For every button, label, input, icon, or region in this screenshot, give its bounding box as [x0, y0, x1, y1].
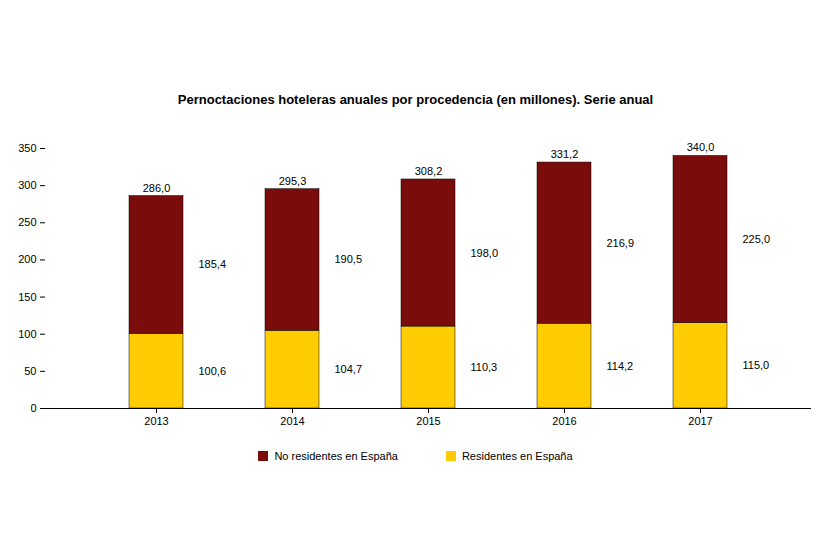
svg-text:250: 250	[18, 216, 36, 228]
svg-text:110,3: 110,3	[471, 361, 498, 373]
svg-text:295,3: 295,3	[279, 175, 307, 187]
svg-text:286,0: 286,0	[143, 182, 171, 194]
svg-text:350: 350	[18, 142, 36, 154]
html-text:Pernoctaciones hoteleras anual: Pernoctaciones hoteleras anuales por pro…	[177, 92, 654, 107]
svg-text:185,4: 185,4	[199, 258, 227, 270]
svg-text:115,0: 115,0	[743, 359, 770, 371]
svg-text:2016: 2016	[552, 415, 576, 427]
svg-text:200: 200	[18, 253, 36, 265]
svg-text:308,2: 308,2	[415, 165, 443, 177]
svg-text:150: 150	[18, 291, 36, 303]
svg-text:340,0: 340,0	[687, 141, 715, 153]
svg-text:50: 50	[24, 365, 36, 377]
html-text:Residentes en España: Residentes en España	[461, 450, 573, 462]
svg-text:2015: 2015	[416, 415, 440, 427]
svg-text:2013: 2013	[144, 415, 168, 427]
svg-text:216,9: 216,9	[607, 237, 635, 249]
svg-text:2014: 2014	[280, 415, 304, 427]
svg-text:104,7: 104,7	[335, 363, 363, 375]
svg-text:225,0: 225,0	[743, 233, 771, 245]
svg-text:114,2: 114,2	[607, 360, 634, 372]
html-text:No residentes en España: No residentes en España	[274, 450, 398, 462]
svg-text:331,2: 331,2	[551, 148, 579, 160]
svg-text:100: 100	[18, 328, 36, 340]
svg-text:300: 300	[18, 179, 36, 191]
svg-text:2017: 2017	[688, 415, 712, 427]
svg-text:198,0: 198,0	[471, 247, 499, 259]
svg-text:100,6: 100,6	[199, 365, 227, 377]
svg-text:190,5: 190,5	[335, 253, 363, 265]
svg-text:0: 0	[30, 402, 36, 414]
